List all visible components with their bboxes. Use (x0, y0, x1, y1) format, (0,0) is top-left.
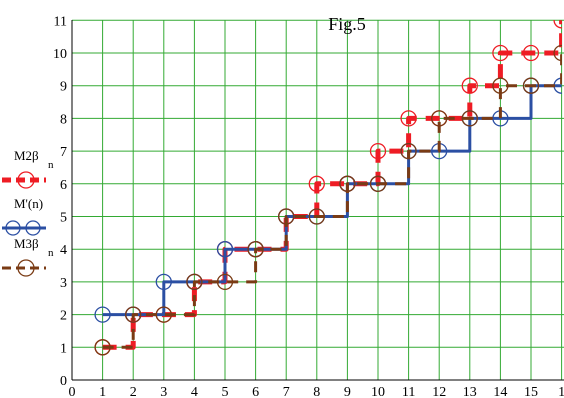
y-tick-label-0: 0 (60, 374, 67, 389)
legend-marker-1-b (25, 220, 41, 236)
legend-label-sub-2: n (48, 247, 54, 259)
x-tick-label-10: 10 (371, 385, 385, 398)
x-tick-label-8: 8 (313, 385, 320, 398)
data-point-2-8 (339, 175, 356, 192)
data-point-2-9 (369, 175, 387, 192)
data-point-2-6 (278, 208, 295, 225)
series-line-0 (102, 20, 562, 350)
data-point-2-3 (186, 273, 203, 291)
x-tick-label-7: 7 (283, 385, 290, 398)
data-point-1-2 (155, 273, 172, 291)
x-tick-label-14: 14 (493, 385, 507, 398)
x-tick-label-15: 15 (524, 385, 538, 398)
data-point-0-7 (308, 175, 325, 192)
x-tick-label-4: 4 (191, 385, 198, 398)
legend-marker-0 (17, 171, 35, 189)
data-point-0-15 (553, 20, 562, 29)
y-tick-label-11: 11 (54, 14, 67, 29)
legend-entry-1: M'(n) (2, 196, 46, 236)
data-point-2-13 (492, 77, 509, 94)
data-point-0-12 (461, 77, 478, 94)
data-point-0-14 (522, 44, 540, 62)
y-tick-label-1: 1 (60, 341, 67, 356)
data-point-2-7 (308, 208, 325, 225)
legend-entry-2: M3β n (2, 236, 54, 277)
y-tick-label-4: 4 (60, 243, 67, 258)
legend-label-sub-0: n (48, 159, 54, 171)
data-point-2-0 (94, 339, 111, 356)
y-tick-label-5: 5 (60, 211, 67, 226)
data-point-2-15 (553, 44, 562, 62)
x-tick-label-11: 11 (402, 385, 415, 398)
series-line-2 (102, 53, 562, 349)
x-tick-labels: 0 1 2 3 4 5 6 7 8 9 10 11 12 13 14 15 1 (69, 385, 564, 398)
plot-background (72, 20, 564, 380)
legend-marker-2 (17, 259, 35, 277)
legend-label-2: M3β (14, 236, 39, 251)
x-tick-label-3: 3 (160, 385, 167, 398)
legend-marker-1-a (5, 220, 21, 236)
data-point-0-13 (492, 44, 509, 62)
data-point-2-5 (247, 241, 264, 258)
x-tick-label-12: 12 (432, 385, 446, 398)
x-tick-label-5: 5 (222, 385, 229, 398)
axes (71, 20, 564, 381)
y-tick-label-2: 2 (60, 309, 67, 324)
legend-label-1: M'(n) (14, 196, 43, 211)
x-tick-label-0: 0 (69, 385, 76, 398)
y-tick-label-8: 8 (60, 112, 67, 127)
series-2 (94, 44, 562, 356)
data-point-0-9 (369, 142, 387, 160)
data-point-2-1 (125, 306, 142, 323)
legend-entry-0: M2β n (2, 148, 54, 189)
data-point-1-0 (94, 306, 111, 323)
series-layer (94, 20, 562, 356)
y-tick-label-6: 6 (60, 178, 67, 193)
chart-title: Fig.5 (328, 14, 366, 34)
data-point-1-4 (216, 241, 234, 258)
data-point-2-10 (400, 142, 417, 160)
x-tick-label-13: 13 (463, 385, 477, 398)
y-tick-label-10: 10 (53, 47, 67, 62)
x-tick-label-16: 1 (558, 385, 564, 398)
legend: M2β n M'(n) M3β n (2, 148, 54, 277)
x-tick-label-1: 1 (99, 385, 106, 398)
series-line-1 (102, 84, 562, 317)
x-tick-label-9: 9 (344, 385, 351, 398)
data-point-2-11 (431, 110, 448, 127)
data-point-2-4 (216, 273, 234, 291)
legend-label-0: M2β (14, 148, 39, 163)
x-tick-label-6: 6 (252, 385, 259, 398)
data-point-2-2 (155, 306, 172, 323)
data-point-0-10 (400, 110, 417, 127)
y-tick-label-7: 7 (60, 145, 67, 160)
y-tick-label-9: 9 (60, 80, 67, 95)
data-point-2-14 (522, 77, 540, 94)
y-tick-label-3: 3 (60, 276, 67, 291)
y-tick-labels: 0 1 2 3 4 5 6 7 8 9 10 11 (53, 14, 67, 389)
data-point-2-12 (461, 110, 478, 127)
x-tick-label-2: 2 (130, 385, 137, 398)
